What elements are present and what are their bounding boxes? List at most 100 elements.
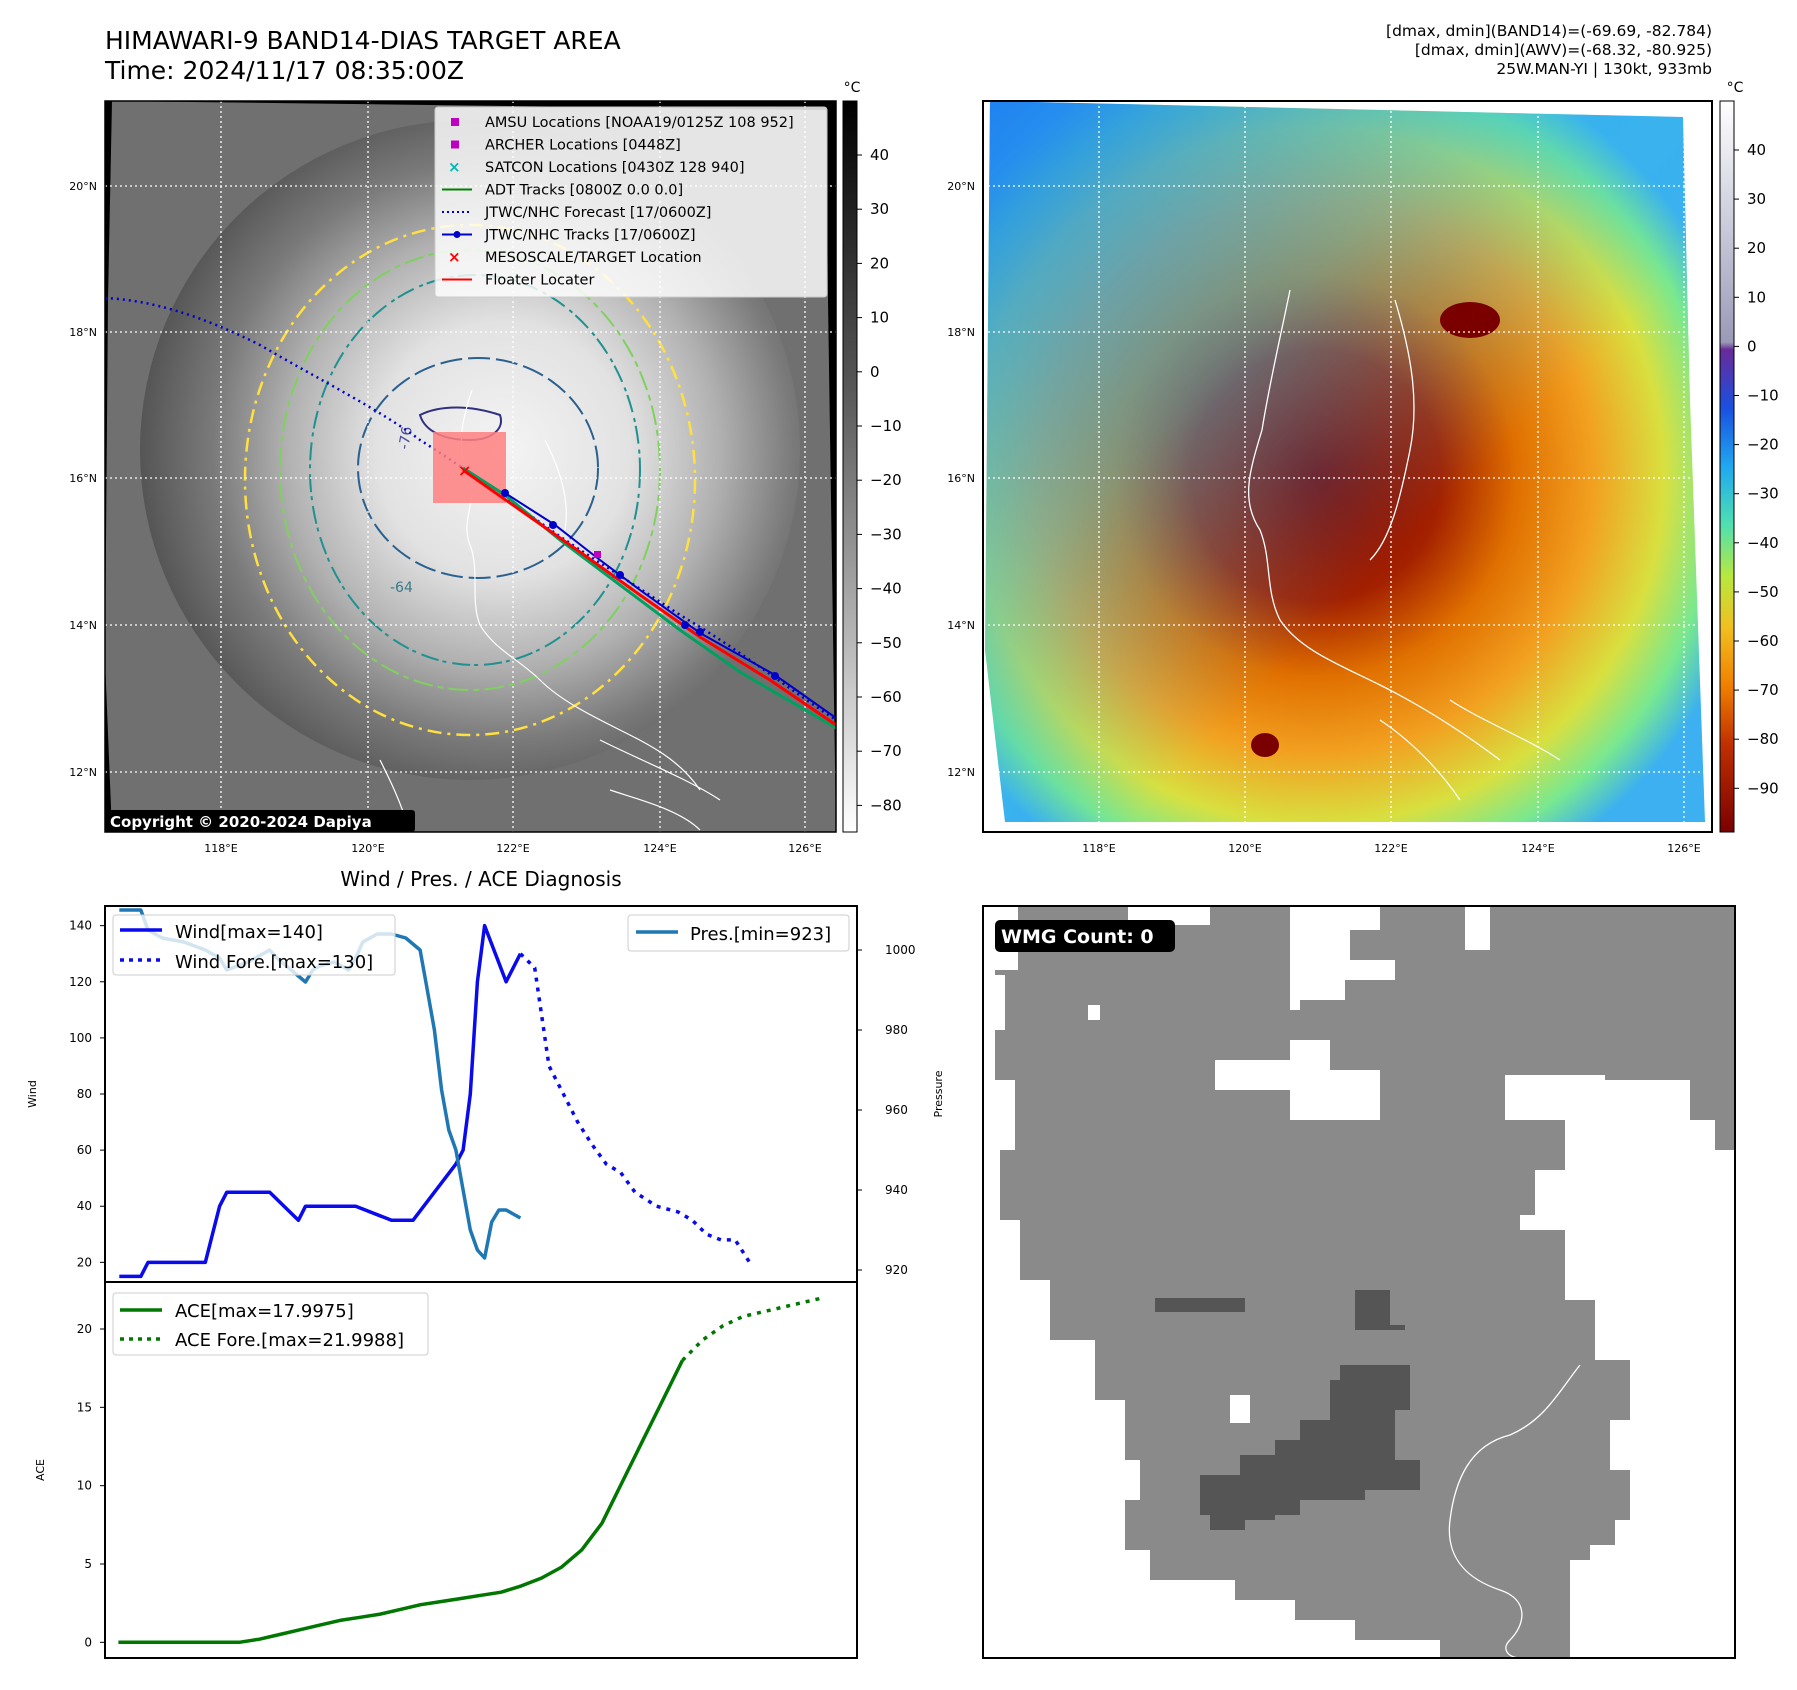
colorbar-tick-label: −30 (870, 525, 902, 543)
ace-y-tick-label: 5 (84, 1557, 92, 1571)
ace-legend-label: ACE[max=17.9975] (175, 1301, 354, 1322)
legend-label: JTWC/NHC Tracks [17/0600Z] (484, 228, 696, 244)
info-band14-range: [dmax, dmin](BAND14)=(-69.69, -82.784) (1386, 22, 1712, 40)
lat-tick-label: 14°N (69, 619, 97, 632)
colorbar-tick-label: 20 (1747, 239, 1766, 257)
pressure-y-tick-label: 1000 (885, 943, 916, 957)
colorbar-tick-label: −10 (1747, 387, 1779, 405)
lon-tick-label: 120°E (351, 842, 384, 855)
wmg-dark-region (1155, 1290, 1420, 1530)
lon-tick-label: 118°E (1082, 842, 1115, 855)
colorbar-tick-label: 30 (870, 200, 889, 218)
legend-label: ARCHER Locations [0448Z] (485, 138, 681, 154)
colorbar-tick-label: 40 (870, 146, 889, 164)
wmg-coastline (1448, 1364, 1581, 1658)
wind-y-tick-label: 20 (77, 1255, 92, 1269)
awv-map-overlay (985, 101, 1705, 822)
wmg-count-box (995, 920, 1175, 952)
wind-legend-label: Wind[max=140] (175, 922, 323, 943)
awv-map-frame (982, 100, 1713, 833)
awv-gridlines (983, 101, 1712, 832)
colorbar-tick-label: −80 (870, 796, 902, 814)
colorbar-tick-label: −60 (870, 688, 902, 706)
ir-amsu-marker (594, 551, 601, 558)
wind-y-tick-label: 140 (69, 919, 92, 933)
lon-tick-label: 122°E (1374, 842, 1407, 855)
pressure-y-tick-label: 980 (885, 1023, 908, 1037)
wmg-clear-hole-3 (1590, 1545, 1615, 1575)
ace-y-tick-label: 10 (77, 1479, 92, 1493)
pressure-y-tick-label: 920 (885, 1263, 908, 1277)
legend-marker-dot (453, 231, 461, 238)
lat-tick-label: 20°N (947, 180, 975, 193)
lat-tick-label: 20°N (69, 180, 97, 193)
colorbar-tick-label: −50 (870, 634, 902, 652)
wmg-gray-region (983, 906, 1735, 1658)
ir-contour-blue (357, 357, 599, 579)
diagnosis-panel: Wind / Pres. / ACE Diagnosis 20406080100… (26, 867, 945, 1659)
wind-series-line (119, 923, 522, 1279)
colorbar-tick-label: −70 (1747, 681, 1779, 699)
ir-legend: AMSU Locations [NOAA19/0125Z 108 952] ARC… (434, 106, 828, 298)
awv-map-panel: 20°N 18°N 16°N 14°N 12°N 118°E 120°E 122°E 124°… (947, 80, 1778, 855)
pressure-legend: Pres.[min=923] (627, 914, 850, 952)
colorbar-tick-label: −30 (1747, 485, 1779, 503)
pressure-y-tick-label: 960 (885, 1103, 908, 1117)
ace-axes-frame (104, 1281, 858, 1659)
lat-tick-label: 12°N (947, 766, 975, 779)
wind-y-tick-label: 120 (69, 975, 92, 989)
colorbar-tick-label: 10 (1747, 288, 1766, 306)
pressure-axis-label: Pressure (932, 1070, 945, 1117)
colorbar-tick-label: −70 (870, 742, 902, 760)
colorbar-tick-label: 0 (1747, 337, 1757, 355)
wind-fore-legend-label: Wind Fore.[max=130] (175, 952, 373, 973)
wind-axis-label: Wind (26, 1080, 39, 1108)
awv-cold-cell (1440, 302, 1500, 338)
ir-contour-label-64: -64 (390, 580, 413, 596)
pressure-y-tick-label: 940 (885, 1183, 908, 1197)
colorbar-tick-label: −20 (870, 471, 902, 489)
legend-label: AMSU Locations [NOAA19/0125Z 108 952] (485, 115, 794, 131)
wind-y-tick-label: 80 (77, 1087, 92, 1101)
ace-forecast-series-line (681, 1295, 824, 1362)
ace-series-line (118, 1359, 684, 1645)
figure-title: HIMAWARI-9 BAND14-DIAS TARGET AREA (105, 26, 621, 55)
awv-cold-cell-2 (1251, 733, 1279, 757)
legend-label: ADT Tracks [0800Z 0.0 0.0] (485, 183, 683, 199)
wind-forecast-series-line (519, 952, 752, 1264)
awv-colorbar-unit: °C (1727, 80, 1744, 96)
lat-tick-label: 16°N (947, 472, 975, 485)
legend-marker-square (451, 140, 459, 149)
lat-tick-label: 18°N (69, 326, 97, 339)
ir-floater-locater (462, 468, 836, 727)
diagnosis-title: Wind / Pres. / ACE Diagnosis (340, 867, 621, 891)
lon-tick-label: 120°E (1228, 842, 1261, 855)
wind-legend: Wind[max=140] Wind Fore.[max=130] (112, 914, 396, 976)
colorbar-tick-label: −50 (1747, 583, 1779, 601)
awv-colorbar (1719, 100, 1735, 833)
ace-fore-legend-label: ACE Fore.[max=21.9988] (175, 1330, 404, 1351)
wmg-panel: WMG Count: 0 (982, 905, 1736, 1659)
colorbar-tick-label: 20 (870, 254, 889, 272)
ir-jtwc-forecast (105, 296, 836, 722)
lon-tick-label: 122°E (496, 842, 529, 855)
ace-y-tick-label: 0 (84, 1635, 92, 1649)
info-awv-range: [dmax, dmin](AWV)=(-68.32, -80.925) (1414, 41, 1712, 59)
ir-jtwc-points (501, 489, 779, 680)
lon-tick-label: 124°E (643, 842, 676, 855)
colorbar-tick-label: 0 (870, 363, 880, 381)
wmg-clear-hole-2 (1230, 1395, 1250, 1423)
lon-tick-label: 126°E (1667, 842, 1700, 855)
ace-y-tick-label: 20 (77, 1322, 92, 1336)
lat-tick-label: 18°N (947, 326, 975, 339)
ir-colorbar-unit: °C (844, 80, 861, 96)
awv-coastline (1248, 289, 1501, 761)
wind-y-tick-label: 40 (77, 1199, 92, 1213)
lat-tick-label: 14°N (947, 619, 975, 632)
colorbar-tick-label: 30 (1747, 190, 1766, 208)
copyright-box (105, 810, 415, 832)
wind-y-tick-label: 100 (69, 1031, 92, 1045)
wind-y-tick-label: 60 (77, 1143, 92, 1157)
